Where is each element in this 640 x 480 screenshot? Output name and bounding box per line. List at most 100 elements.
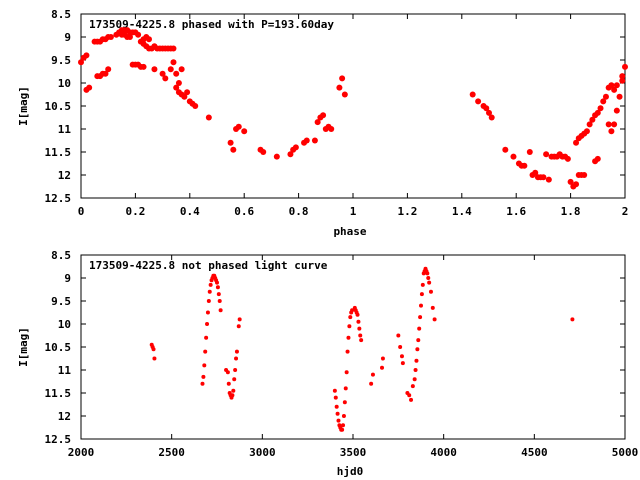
phased-data-point [619, 73, 626, 80]
phased-y-tick-label: 12 [58, 169, 71, 182]
unphased-data-point [345, 349, 350, 354]
unphased-y-tick-label: 9 [64, 272, 71, 285]
unphased-data-point [340, 427, 345, 432]
unphased-y-tick-label: 11 [58, 364, 72, 377]
unphased-data-point [206, 299, 211, 303]
unphased-data-point [336, 418, 341, 423]
phased-data-point [126, 34, 133, 40]
unphased-data-point [152, 356, 157, 361]
unphased-data-point [427, 280, 432, 285]
unphased-data-point [230, 393, 235, 398]
phased-data-point [600, 98, 607, 105]
unphased-data-point [380, 365, 385, 370]
unphased-data-point [204, 335, 209, 340]
phased-data-point [181, 93, 188, 100]
phased-data-point [583, 128, 590, 135]
phased-data-point [608, 128, 615, 135]
phased-data-point [230, 146, 237, 153]
phased-data-point [159, 70, 166, 77]
unphased-panel: 173509-4225.8 not phased light curve hjd… [17, 249, 638, 478]
phased-data-point [170, 45, 177, 52]
unphased-x-tick-label: 2500 [158, 446, 185, 459]
unphased-data-point [233, 368, 238, 372]
unphased-data-point [215, 285, 220, 290]
unphased-axis-ticks: 2000 2500 3000 3500 4000 4500 5000 8.5 9 9.5 10 10.… [45, 249, 639, 459]
phased-data-point [616, 93, 623, 100]
phased-data-point [602, 93, 609, 100]
unphased-data-point [570, 317, 575, 322]
phased-data-point [486, 109, 492, 116]
phased-data-point [173, 70, 180, 77]
phased-data-point [320, 112, 327, 119]
phased-x-axis-label: phase [333, 225, 366, 238]
phased-data-point [192, 103, 199, 109]
phased-data-point [608, 82, 615, 89]
phased-x-tick-label: 1.4 [452, 205, 472, 218]
unphased-data-point [428, 289, 433, 294]
phased-x-tick-label: 1 [350, 205, 357, 218]
unphased-data-point [418, 315, 423, 320]
unphased-data-point [342, 400, 347, 405]
phased-data-point [314, 119, 321, 126]
unphased-data-point [344, 370, 349, 375]
unphased-data-point [412, 377, 417, 382]
unphased-data-series [149, 266, 575, 432]
unphased-data-point [413, 368, 418, 372]
unphased-data-point [420, 282, 425, 287]
unphased-data-point [341, 423, 346, 428]
unphased-data-point [208, 282, 213, 287]
unphased-x-tick-label: 4000 [430, 446, 457, 459]
unphased-data-point [217, 299, 222, 303]
phased-data-point [611, 86, 618, 93]
phased-y-tick-label: 8.5 [51, 8, 71, 21]
unphased-data-point [370, 372, 375, 377]
unphased-data-point [417, 326, 422, 331]
unphased-data-point [202, 363, 207, 368]
unphased-data-point [333, 395, 338, 400]
unphased-data-point [410, 384, 415, 389]
unphased-y-tick-label: 12.5 [45, 433, 72, 446]
phased-x-tick-label: 0.8 [289, 205, 309, 218]
phased-data-point [175, 80, 182, 86]
phased-data-point [146, 36, 152, 43]
phased-data-point [102, 70, 109, 77]
phased-data-point [339, 75, 346, 82]
phased-data-point [341, 91, 348, 98]
unphased-data-point [231, 388, 236, 393]
phased-data-series [78, 27, 628, 190]
phased-data-point [336, 84, 343, 91]
phased-x-tick-label: 0.2 [125, 205, 145, 218]
phased-y-tick-label: 11 [58, 123, 72, 136]
phased-y-axis-label: I[mag] [17, 86, 30, 126]
phased-data-point [273, 153, 280, 160]
phased-data-point [586, 121, 593, 128]
phased-x-tick-label: 0.6 [234, 205, 254, 218]
unphased-y-axis-label: I[mag] [17, 327, 30, 367]
unphased-y-tick-label: 10.5 [45, 341, 72, 354]
unphased-data-point [369, 381, 374, 386]
unphased-data-point [335, 411, 340, 416]
unphased-data-point [234, 349, 239, 354]
unphased-x-tick-label: 5000 [612, 446, 639, 459]
unphased-data-point [358, 333, 363, 338]
unphased-x-axis-label: hjd0 [337, 465, 364, 478]
phased-data-point [613, 82, 620, 89]
unphased-data-point [419, 303, 423, 308]
unphased-data-point [407, 393, 412, 398]
phased-chart-title: 173509-4225.8 phased with P=193.60day [89, 18, 334, 31]
phased-data-point [526, 149, 533, 155]
phased-data-point [475, 98, 482, 105]
unphased-data-point [416, 338, 421, 343]
phased-y-tick-label: 9.5 [51, 54, 71, 67]
unphased-plot-frame [80, 254, 626, 440]
unphased-data-point [205, 310, 210, 315]
phased-data-point [328, 126, 335, 132]
phased-data-point [78, 59, 84, 66]
unphased-data-point [415, 347, 420, 352]
unphased-data-point [334, 404, 339, 409]
phased-data-point [540, 174, 547, 181]
unphased-data-point [359, 338, 364, 343]
phased-data-point [241, 128, 248, 135]
phased-data-point [605, 121, 612, 128]
